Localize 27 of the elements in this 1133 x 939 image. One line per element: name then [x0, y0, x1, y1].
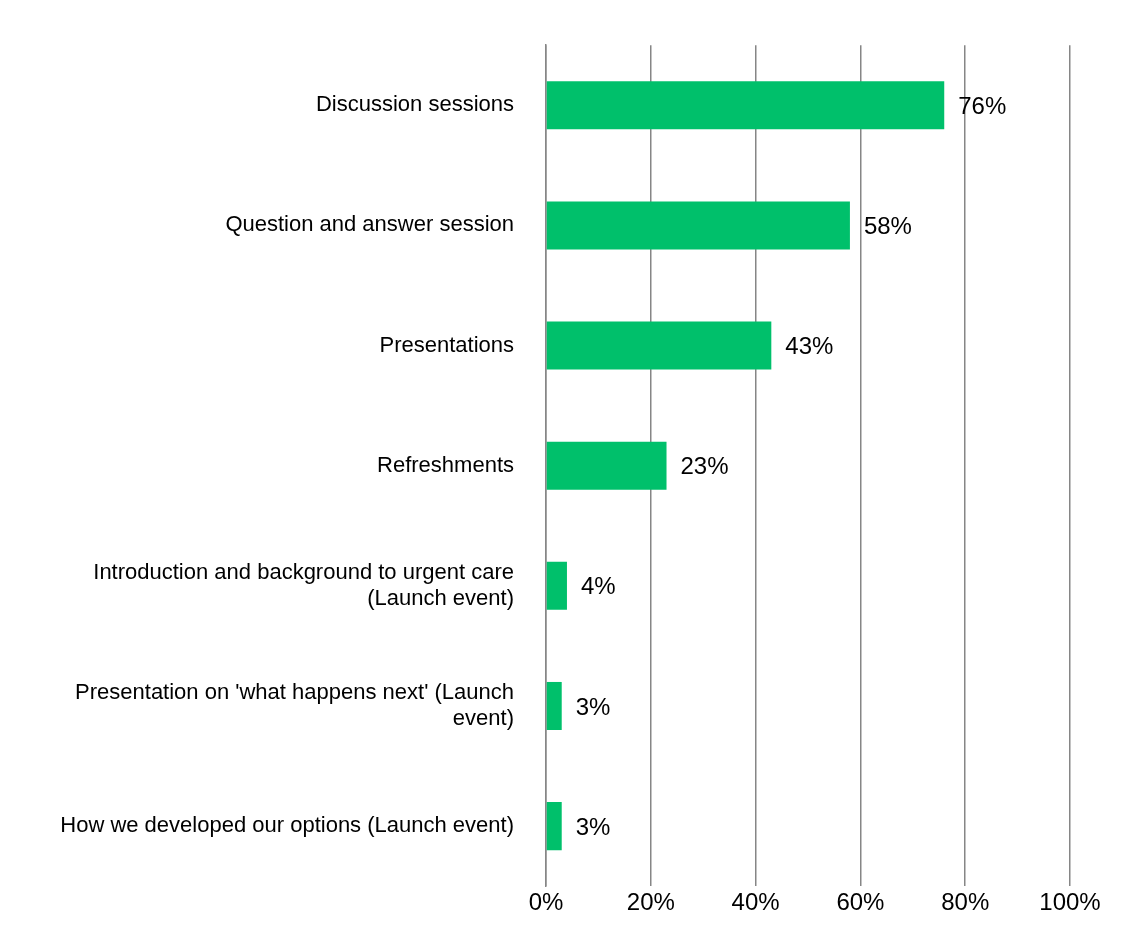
data-label: 3% — [575, 812, 611, 840]
data-label: 3% — [575, 692, 611, 720]
data-label: 58% — [863, 212, 912, 240]
y-tick-label: Introduction and background to urgent care (Launch event) — [93, 558, 514, 611]
y-tick-label: Question and answer session — [225, 211, 514, 237]
x-tick-label: 60% — [836, 888, 885, 916]
y-tick-label: Presentation on 'what happens next' (Launch event) — [75, 678, 514, 731]
bar — [546, 441, 667, 490]
x-tick-label: 20% — [626, 888, 675, 916]
data-label: 43% — [785, 332, 834, 360]
bar — [546, 681, 562, 731]
bar — [546, 81, 945, 130]
bar — [546, 201, 850, 250]
x-tick-label: 100% — [1039, 888, 1101, 916]
y-tick-label: Presentations — [379, 331, 514, 357]
y-tick-label: Refreshments — [377, 451, 514, 477]
y-tick-label: Discussion sessions — [315, 91, 514, 117]
bar — [546, 802, 562, 851]
x-tick-label: 0% — [528, 888, 564, 916]
data-label: 4% — [580, 572, 616, 600]
y-tick-label: How we developed our options (Launch event) — [60, 812, 514, 838]
x-tick-label: 80% — [941, 888, 990, 916]
data-label: 76% — [958, 91, 1007, 119]
x-tick-label: 40% — [731, 888, 780, 916]
data-label: 23% — [680, 452, 729, 480]
bar — [546, 561, 567, 610]
bar — [546, 321, 772, 370]
